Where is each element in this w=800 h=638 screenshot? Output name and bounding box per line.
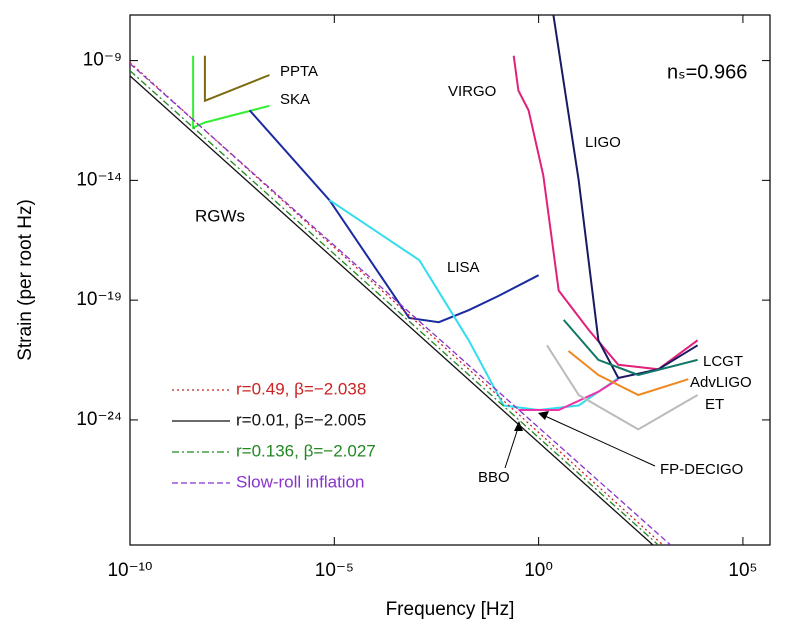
y-tick-label: 10⁻¹⁴: [76, 169, 122, 190]
detector-curve: [562, 319, 698, 377]
rgw-line: [130, 75, 654, 545]
detector-label: FP-DECIGO: [660, 461, 743, 478]
legend-label: Slow-roll inflation: [236, 472, 365, 491]
y-tick-label: 10⁻¹⁹: [76, 289, 122, 310]
rgw-line: [130, 62, 664, 545]
detector-curve: [546, 344, 699, 431]
annotation: nₛ=0.966: [667, 61, 747, 83]
y-tick-label: 10⁻²⁴: [76, 409, 122, 430]
detector-label: VIRGO: [448, 83, 496, 100]
detector-curve: [248, 109, 540, 324]
rgw-line: [130, 63, 672, 545]
y-axis-label: Strain (per root Hz): [15, 199, 36, 361]
annotation: RGWs: [195, 206, 245, 225]
decigo-arrow: [544, 415, 656, 467]
bbo-arrow: [504, 424, 520, 469]
detector-label: AdvLIGO: [690, 374, 752, 391]
detector-label: PPTA: [280, 63, 318, 80]
plot-area: [130, 15, 699, 545]
detector-curve: [518, 378, 619, 411]
legend-label: r=0.49, β=−2.038: [236, 379, 366, 398]
detector-curve: [552, 15, 699, 380]
detector-label: LCGT: [703, 353, 743, 370]
x-tick-label: 10⁻⁵: [315, 560, 354, 581]
detector-label: ET: [705, 396, 724, 413]
detector-label: BBO: [478, 469, 510, 486]
legend-label: r=0.01, β=−2.005: [236, 410, 366, 429]
bbo-arrowhead: [514, 421, 523, 431]
y-tick-label: 10⁻⁹: [83, 50, 122, 71]
detector-curve: [567, 350, 689, 397]
detector-label: SKA: [280, 91, 310, 108]
x-tick-label: 10⁰: [524, 560, 553, 581]
detector-label: LIGO: [585, 134, 621, 151]
x-axis-label: Frequency [Hz]: [386, 599, 515, 620]
rgw-line: [130, 70, 659, 545]
detector-curve: [512, 55, 699, 371]
detector-label: LISA: [447, 259, 480, 276]
decigo-arrowhead: [538, 411, 549, 420]
x-tick-label: 10⁵: [728, 560, 757, 581]
legend-label: r=0.136, β=−2.027: [236, 441, 376, 460]
plot-frame: [129, 14, 771, 546]
detector-curve: [203, 55, 270, 103]
detector-curve: [328, 199, 619, 412]
x-tick-label: 10⁻¹⁰: [107, 560, 152, 581]
